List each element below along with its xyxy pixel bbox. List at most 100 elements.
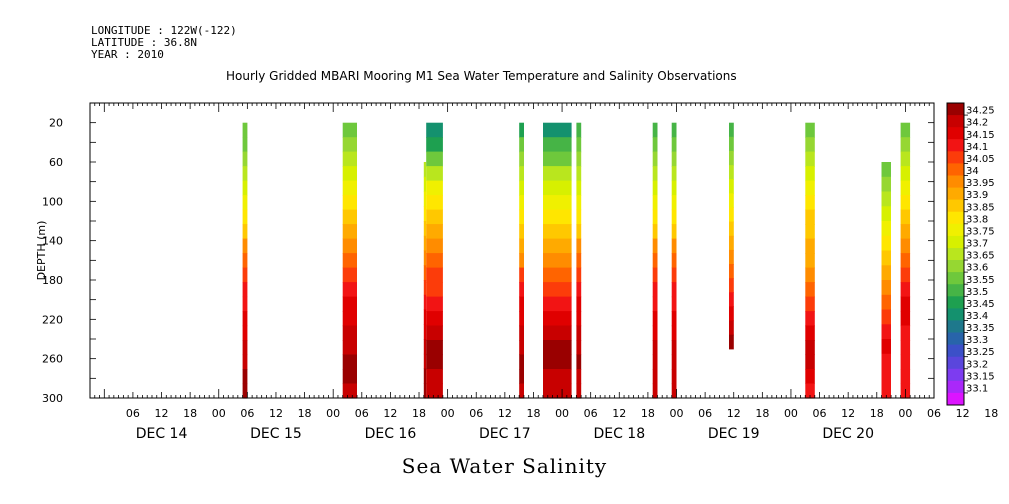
profile-6 bbox=[576, 122, 582, 399]
y-tick-label: 260 bbox=[42, 353, 63, 366]
profile-cell bbox=[342, 340, 357, 356]
colorbar-swatch bbox=[947, 223, 964, 237]
profile-cell bbox=[519, 325, 524, 341]
profile-cell bbox=[426, 180, 443, 196]
profile-cell bbox=[242, 267, 248, 283]
profile-cell bbox=[543, 166, 572, 182]
x-tick-label: 12 bbox=[498, 407, 512, 420]
x-day-label: DEC 17 bbox=[479, 426, 531, 442]
colorbar-swatch bbox=[947, 187, 964, 201]
profile-layer bbox=[242, 122, 911, 399]
profile-cell bbox=[900, 369, 911, 385]
profile-cell bbox=[423, 250, 427, 266]
colorbar-frame bbox=[946, 102, 965, 406]
profile-cell bbox=[242, 238, 248, 254]
colorbar-label: 34.15 bbox=[966, 130, 995, 141]
profile-cell bbox=[519, 122, 524, 138]
colorbar-label: 33.95 bbox=[966, 178, 995, 189]
profile-cell bbox=[576, 224, 582, 240]
profile-cell bbox=[900, 296, 911, 312]
profile-cell bbox=[543, 282, 572, 298]
profile-cell bbox=[805, 137, 815, 153]
profile-cell bbox=[671, 253, 677, 269]
x-day-label: DEC 19 bbox=[708, 426, 760, 442]
profile-cell bbox=[881, 265, 891, 281]
profile-cell bbox=[426, 151, 443, 167]
x-day-label: DEC 15 bbox=[250, 426, 302, 442]
profile-cell bbox=[671, 325, 677, 341]
colorbar-label: 33.3 bbox=[966, 335, 988, 346]
profile-cell bbox=[805, 383, 815, 399]
colorbar-swatch bbox=[947, 332, 964, 346]
profile-cell bbox=[423, 353, 427, 370]
profile-cell bbox=[729, 292, 734, 307]
profile-cell bbox=[652, 137, 658, 153]
profile-cell bbox=[671, 369, 677, 385]
profile-cell bbox=[576, 238, 582, 254]
profile-cell bbox=[423, 339, 427, 355]
profile-cell bbox=[519, 369, 524, 385]
profile-cell bbox=[543, 180, 572, 196]
profile-cell bbox=[576, 282, 582, 298]
colorbar-swatch bbox=[947, 344, 964, 358]
profile-cell bbox=[342, 383, 357, 399]
profile-cell bbox=[729, 278, 734, 293]
profile-cell bbox=[729, 249, 734, 265]
profile-cell bbox=[543, 209, 572, 225]
profile-cell bbox=[426, 224, 443, 240]
profile-cell bbox=[242, 195, 248, 211]
profile-0 bbox=[242, 122, 248, 399]
profile-cell bbox=[652, 340, 658, 356]
profile-cell bbox=[671, 180, 677, 196]
profile-cell bbox=[519, 296, 524, 312]
profile-cell bbox=[881, 206, 891, 222]
profile-cell bbox=[576, 383, 582, 399]
profile-cell bbox=[242, 122, 248, 138]
profile-cell bbox=[805, 209, 815, 225]
profile-cell bbox=[242, 340, 248, 356]
profile-cell bbox=[729, 320, 734, 336]
profile-cell bbox=[805, 238, 815, 254]
profile-cell bbox=[576, 122, 582, 138]
profile-cell bbox=[543, 325, 572, 341]
latitude-label: LATITUDE : 36.8N bbox=[91, 36, 197, 49]
profile-cell bbox=[576, 267, 582, 283]
profile-cell bbox=[519, 151, 524, 167]
profile-cell bbox=[426, 166, 443, 182]
profile-cell bbox=[900, 209, 911, 225]
profile-cell bbox=[576, 354, 582, 370]
profile-cell bbox=[652, 369, 658, 385]
colorbar-swatch bbox=[947, 151, 964, 164]
profile-cell bbox=[342, 137, 357, 153]
profile-cell bbox=[342, 151, 357, 167]
colorbar-label: 33.35 bbox=[966, 323, 995, 334]
profile-cell bbox=[423, 368, 427, 384]
profile-cell bbox=[242, 180, 248, 196]
x-tick-label: 00 bbox=[441, 407, 455, 420]
profile-cell bbox=[900, 224, 911, 240]
year-label: YEAR : 2010 bbox=[91, 48, 164, 61]
profile-cell bbox=[805, 122, 815, 138]
profile-cell bbox=[900, 195, 911, 211]
profile-cell bbox=[543, 296, 572, 312]
profile-cell bbox=[900, 340, 911, 356]
profile-cell bbox=[881, 383, 891, 399]
profile-cell bbox=[543, 354, 572, 370]
profile-cell bbox=[881, 324, 891, 340]
colorbar-swatch bbox=[947, 368, 964, 382]
profile-cell bbox=[519, 195, 524, 211]
colorbar-label: 33.15 bbox=[966, 371, 995, 382]
colorbar-label: 33.7 bbox=[966, 239, 988, 250]
profile-cell bbox=[671, 238, 677, 254]
profile-cell bbox=[652, 253, 658, 269]
profile-cell bbox=[805, 325, 815, 341]
profile-cell bbox=[242, 383, 248, 399]
profile-cell bbox=[652, 180, 658, 196]
profile-cell bbox=[671, 383, 677, 399]
profile-7 bbox=[652, 122, 658, 399]
profile-cell bbox=[671, 311, 677, 327]
colorbar-swatch bbox=[947, 380, 964, 394]
profile-cell bbox=[652, 122, 658, 138]
profile-cell bbox=[519, 267, 524, 283]
profile-cell bbox=[519, 340, 524, 356]
